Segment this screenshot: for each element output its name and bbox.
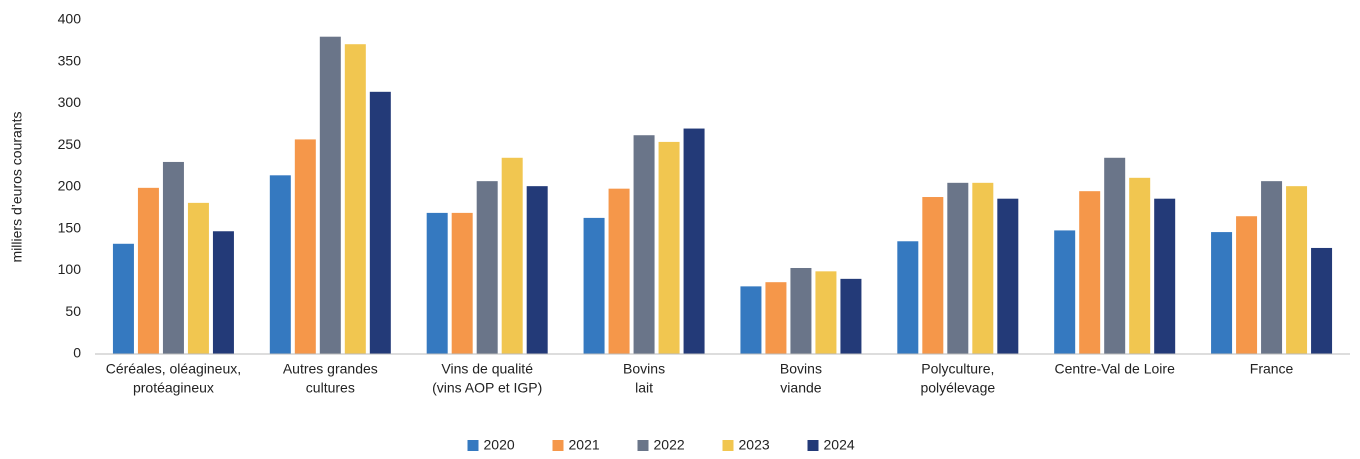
legend-swatch [722,440,734,451]
legend-swatch [637,440,649,451]
x-tick-label: Bovins [780,361,822,377]
bar [344,44,366,355]
y-tick-label: 350 [58,52,82,68]
bar [658,141,680,354]
x-tick-label: France [1250,361,1294,377]
bar [112,243,134,354]
bar [369,91,391,354]
x-tick-label: Bovins [623,361,665,377]
y-tick-label: 50 [65,303,81,319]
bar [1154,198,1176,354]
x-tick-label: Polyculture, [921,361,994,377]
bar [212,231,234,354]
bar [897,241,919,354]
bar [840,278,862,354]
bar [633,135,655,354]
x-tick-label: Autres grandes [283,361,378,377]
bar [1079,191,1101,354]
y-axis-label: milliers d’euros courants [9,112,25,263]
legend-label: 2023 [739,437,770,453]
bar [790,267,812,354]
bar [583,217,605,354]
y-tick-label: 400 [58,11,82,27]
y-tick-label: 100 [58,261,82,277]
legend-label: 2024 [824,437,855,453]
bar [740,286,762,354]
bar [1261,181,1283,354]
legend-swatch [807,440,819,451]
bar [476,181,498,354]
bar [1311,247,1333,354]
bar [319,36,341,354]
bar [1104,157,1126,354]
x-tick-label: viande [780,380,821,396]
bar [972,182,994,354]
y-tick-label: 250 [58,136,82,152]
x-tick-label: cultures [306,380,355,396]
y-tick-label: 300 [58,94,82,110]
bar [526,186,548,354]
bar [1054,230,1076,354]
x-tick-label: polyélevage [920,380,995,396]
y-tick-label: 150 [58,219,82,235]
x-tick-label: lait [635,380,653,396]
bar [162,161,184,354]
y-tick-label: 200 [58,178,82,194]
x-tick-label: Vins de qualité [441,361,533,377]
y-tick-label: 0 [73,345,81,361]
legend-swatch [467,440,479,451]
bar [269,175,291,354]
bar [765,282,787,354]
bar [947,182,969,354]
x-tick-label: (vins AOP et IGP) [432,380,542,396]
bar [922,197,944,354]
bar [683,128,705,354]
legend-label: 2021 [569,437,600,453]
bar [997,198,1019,354]
bar [608,188,630,354]
bar [187,202,209,354]
x-tick-label: protéagineux [133,380,214,396]
bar [1129,177,1151,354]
bar [1286,186,1308,354]
x-tick-label: Centre-Val de Loire [1055,361,1176,377]
bar [426,212,448,354]
bar [1211,232,1233,354]
legend-swatch [552,440,564,451]
legend-label: 2020 [484,437,515,453]
legend-label: 2022 [654,437,685,453]
bar [1236,216,1258,354]
bar [137,187,159,354]
bar [815,271,837,354]
x-tick-label: Céréales, oléagineux, [106,361,241,377]
bar [294,139,316,354]
bar [451,212,473,354]
bar [501,157,523,354]
